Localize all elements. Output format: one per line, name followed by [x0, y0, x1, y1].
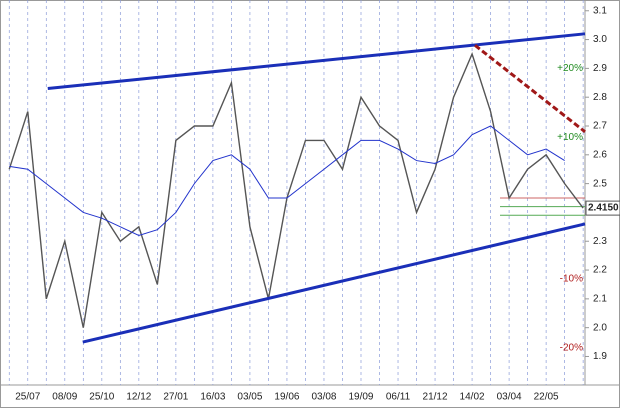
x-tick-label: 03/08 — [311, 392, 336, 403]
percent-label: -10% — [560, 273, 583, 284]
y-tick-label: 2.5 — [593, 178, 607, 189]
x-tick-label: 08/09 — [52, 392, 77, 403]
y-tick-label: 3.0 — [593, 34, 607, 45]
y-tick-label: 2.6 — [593, 149, 607, 160]
x-tick-label: 06/11 — [386, 392, 411, 403]
y-tick-label: 2.3 — [593, 236, 607, 247]
y-tick-label: 1.9 — [593, 351, 607, 362]
x-tick-label: 03/05 — [237, 392, 262, 403]
y-tick-label: 2.2 — [593, 265, 607, 276]
last-price-label: 2.4150 — [588, 203, 619, 214]
x-tick-label: 22/05 — [534, 392, 559, 403]
x-tick-label: 19/09 — [348, 392, 373, 403]
x-tick-label: 21/12 — [423, 392, 448, 403]
last-price-box — [585, 200, 620, 216]
y-tick-label: 2.9 — [593, 63, 607, 74]
x-tick-label: 25/10 — [89, 392, 114, 403]
y-tick-label: 2.7 — [593, 121, 607, 132]
x-tick-label: 27/01 — [163, 392, 188, 403]
series-line — [8, 51, 584, 328]
trend-line — [474, 44, 586, 133]
y-tick-label: 2.0 — [593, 322, 607, 333]
x-tick-label: 25/07 — [15, 392, 40, 403]
x-tick-label: 12/12 — [126, 392, 151, 403]
y-tick-label: 2.1 — [593, 293, 607, 304]
x-tick-label: 03/04 — [497, 392, 522, 403]
x-tick-label: 16/03 — [200, 392, 225, 403]
series-line — [9, 125, 565, 237]
y-tick-label: 3.1 — [593, 5, 607, 16]
percent-label: +20% — [557, 63, 583, 74]
x-tick-label: 19/06 — [274, 392, 299, 403]
trend-line — [82, 222, 586, 344]
trend-line — [47, 32, 586, 91]
percent-label: +10% — [557, 132, 583, 143]
x-tick-label: 14/02 — [460, 392, 485, 403]
percent-label: -20% — [560, 342, 583, 353]
y-tick-label: 2.8 — [593, 92, 607, 103]
